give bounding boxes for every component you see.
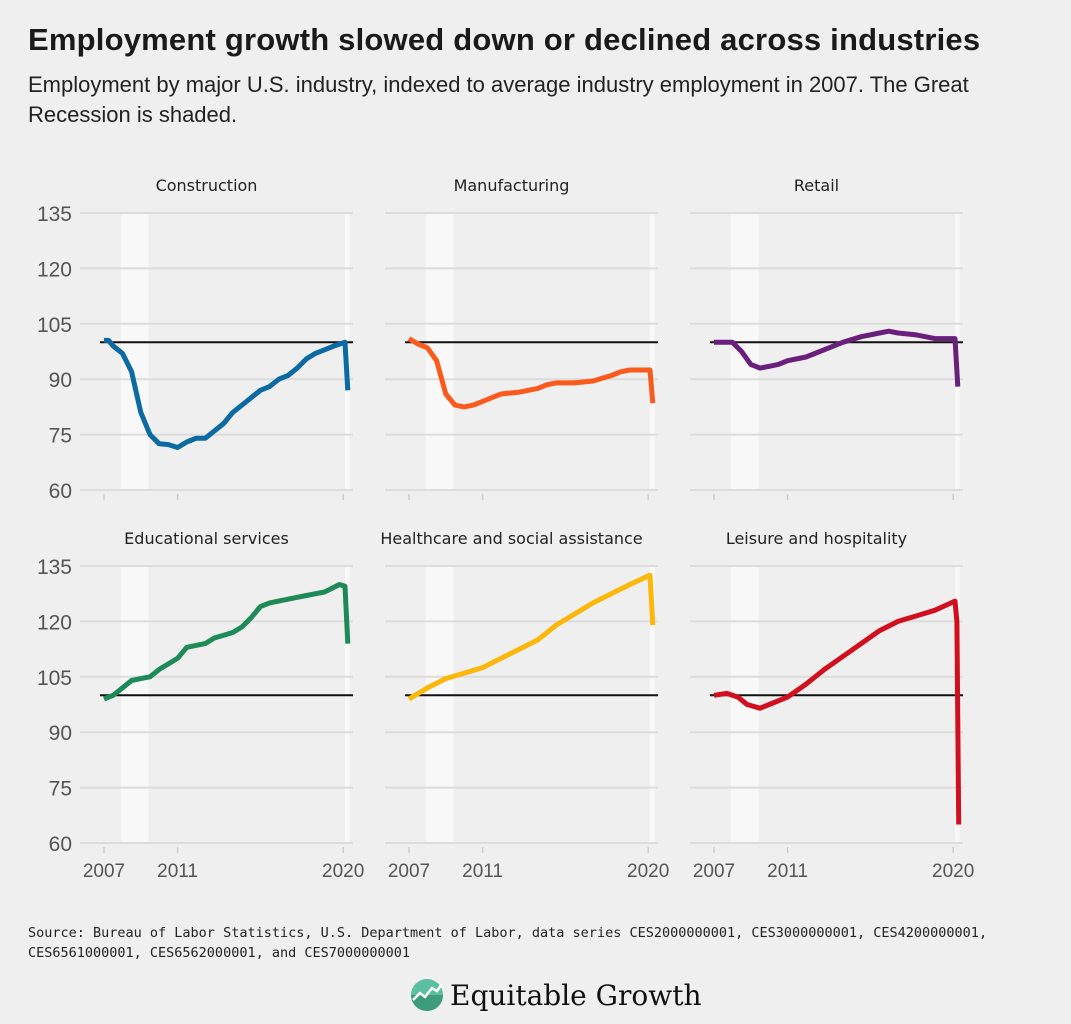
panel-manufacturing: Manufacturing (385, 176, 658, 500)
series-line (714, 328, 961, 387)
panel-title: Educational services (124, 529, 289, 548)
panel-title: Construction (156, 176, 258, 195)
y-tick-label: 135 (37, 203, 72, 226)
panel-title: Retail (794, 176, 839, 195)
y-tick-label: 90 (49, 722, 72, 745)
recession-shade (425, 566, 454, 843)
y-tick-label: 60 (49, 833, 72, 856)
panel-educational-services: 60 75 90 105 120 135 2007 2011 2020 Educational s… (37, 529, 364, 882)
y-tick-label: 120 (37, 611, 72, 634)
logo-growth-icon (411, 979, 444, 1011)
x-tick-label: 2020 (932, 861, 974, 882)
panel-title: Healthcare and social assistance (380, 529, 642, 548)
panel-leisure-and-hospitality: 2007 2011 2020 Leisure and hospitality (690, 529, 974, 882)
x-tick-label: 2011 (157, 861, 198, 882)
y-tick-label: 105 (37, 314, 72, 337)
y-tick-label: 90 (49, 369, 72, 392)
y-tick-label: 75 (49, 778, 72, 801)
recession-shade (345, 566, 350, 843)
y-tick-label: 120 (37, 258, 72, 281)
source-note: Source: Bureau of Labor Statistics, U.S.… (28, 925, 988, 961)
logo: Equitable Growth (410, 978, 702, 1012)
recession-shade (650, 566, 655, 843)
logo-text: Equitable Growth (450, 978, 702, 1012)
x-tick-label: 2007 (388, 861, 430, 882)
x-tick-label: 2011 (462, 861, 503, 882)
x-tick-label: 2020 (627, 861, 669, 882)
recession-shade (730, 213, 759, 490)
panel-retail: Retail (690, 176, 963, 500)
panel-construction: 60 75 90 105 120 135 Construction (37, 176, 353, 503)
series-line (104, 337, 351, 450)
panel-title: Manufacturing (454, 176, 570, 195)
y-tick-label: 75 (49, 425, 72, 448)
recession-shade (120, 566, 149, 843)
panel-healthcare-and-social-assistance: 2007 2011 2020 Healthcare and social assist… (380, 529, 669, 882)
chart-title: Employment growth slowed down or decline… (28, 22, 981, 57)
series-line (713, 598, 962, 825)
recession-shade (650, 213, 655, 490)
x-tick-label: 2007 (83, 861, 125, 882)
chart-subtitle: Employment by major U.S. industry, index… (28, 72, 969, 127)
y-tick-label: 105 (37, 667, 72, 690)
series-line (103, 582, 351, 702)
recession-shade (120, 213, 149, 490)
y-tick-label: 60 (49, 480, 72, 503)
x-tick-label: 2011 (767, 861, 808, 882)
series-line (407, 336, 656, 410)
x-tick-label: 2007 (693, 861, 735, 882)
series-line (407, 572, 656, 702)
x-tick-label: 2020 (322, 861, 364, 882)
y-tick-label: 135 (37, 556, 72, 579)
panel-title: Leisure and hospitality (726, 529, 907, 548)
